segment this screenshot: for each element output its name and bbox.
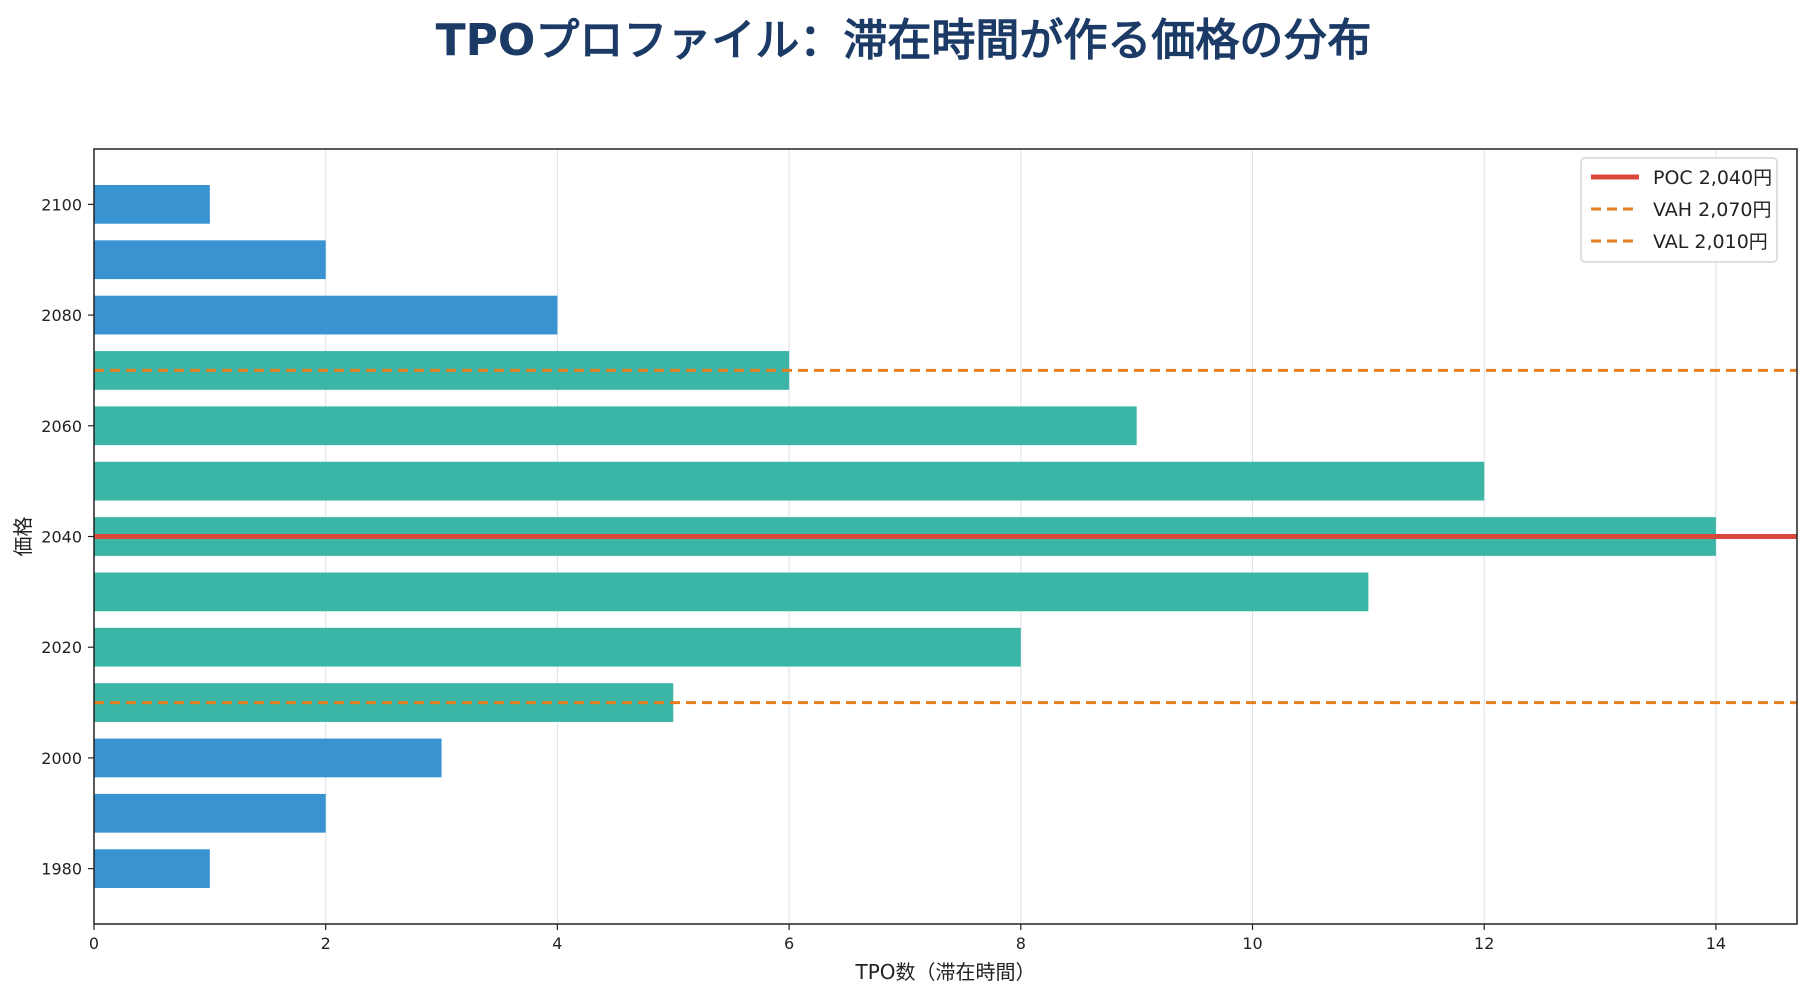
- y-tick-label: 2020: [41, 638, 82, 657]
- legend-entry: VAH 2,070円: [1653, 199, 1772, 221]
- x-axis-label: TPO数（滞在時間）: [854, 960, 1035, 984]
- bar-2050: [94, 461, 1485, 501]
- y-tick-label: 2060: [41, 417, 82, 436]
- y-tick-label: 2000: [41, 749, 82, 768]
- x-ticks: 0 2 4 6 8 10 12 14: [89, 924, 1726, 953]
- y-tick-label: 2080: [41, 306, 82, 325]
- bar-2020: [94, 627, 1021, 667]
- bar-2060: [94, 406, 1137, 446]
- y-tick-label: 2040: [41, 528, 82, 547]
- legend-entry: POC 2,040円: [1653, 167, 1772, 189]
- x-tick-label: 0: [89, 934, 99, 953]
- legend: POC 2,040円 VAH 2,070円 VAL 2,010円: [1580, 157, 1778, 263]
- legend-entry: VAL 2,010円: [1653, 231, 1768, 253]
- bar-2000: [94, 738, 442, 778]
- x-tick-label: 14: [1706, 934, 1726, 953]
- legend-box: [1580, 157, 1778, 263]
- y-ticks: 1980 2000 2020 2040 2060 2080 2100: [41, 195, 94, 879]
- x-tick-label: 8: [1016, 934, 1026, 953]
- y-tick-label: 1980: [41, 860, 82, 879]
- bar-1990: [94, 793, 326, 833]
- x-tick-label: 10: [1242, 934, 1262, 953]
- bar-2030: [94, 572, 1369, 612]
- y-axis-label: 価格: [11, 517, 35, 557]
- x-tick-label: 12: [1474, 934, 1494, 953]
- bar-1980: [94, 849, 210, 889]
- y-tick-label: 2100: [41, 195, 82, 214]
- reference-lines: [94, 368, 1797, 705]
- chart-title: TPOプロファイル：滞在時間が作る価格の分布: [435, 15, 1372, 66]
- x-tick-label: 2: [321, 934, 331, 953]
- bar-2090: [94, 240, 326, 280]
- x-tick-label: 6: [784, 934, 794, 953]
- x-tick-label: 4: [552, 934, 562, 953]
- bar-2080: [94, 295, 558, 335]
- bar-2100: [94, 184, 210, 224]
